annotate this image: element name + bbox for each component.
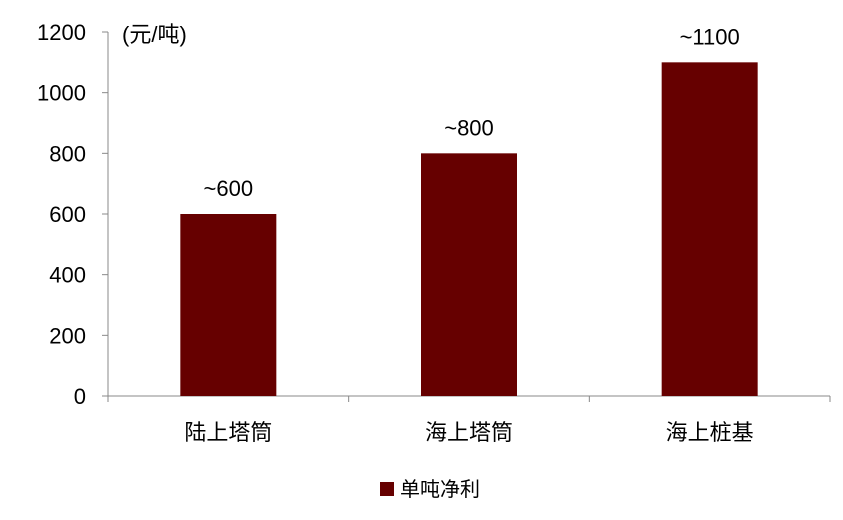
bars (180, 62, 758, 396)
legend-swatch (380, 482, 394, 496)
bar (421, 153, 517, 396)
y-tick-label: 0 (74, 384, 86, 409)
legend: 单吨净利 (380, 478, 480, 501)
y-tick-label: 800 (49, 141, 86, 166)
y-tick-label: 1000 (37, 81, 86, 106)
y-axis: 0 200 400 600 800 1000 1200 (37, 20, 109, 409)
x-axis: 陆上塔筒 海上塔筒 海上桩基 (107, 395, 831, 445)
y-tick-label: 1200 (37, 20, 86, 45)
legend-label: 单吨净利 (400, 478, 480, 501)
bar-data-label: ~800 (444, 115, 494, 140)
x-category-label: 海上桩基 (666, 420, 754, 445)
y-tick-label: 200 (49, 323, 86, 348)
y-axis-unit-label: (元/吨) (122, 22, 187, 47)
y-tick-label: 400 (49, 263, 86, 288)
x-category-label: 海上塔筒 (425, 420, 513, 445)
bar-data-label: ~1100 (680, 24, 740, 49)
bar-data-label: ~600 (204, 176, 254, 201)
x-category-label: 陆上塔筒 (184, 420, 272, 445)
bar (180, 214, 277, 396)
y-tick-label: 600 (49, 202, 86, 227)
data-labels: ~600 ~800 ~1100 (204, 24, 740, 201)
bar (661, 62, 758, 396)
